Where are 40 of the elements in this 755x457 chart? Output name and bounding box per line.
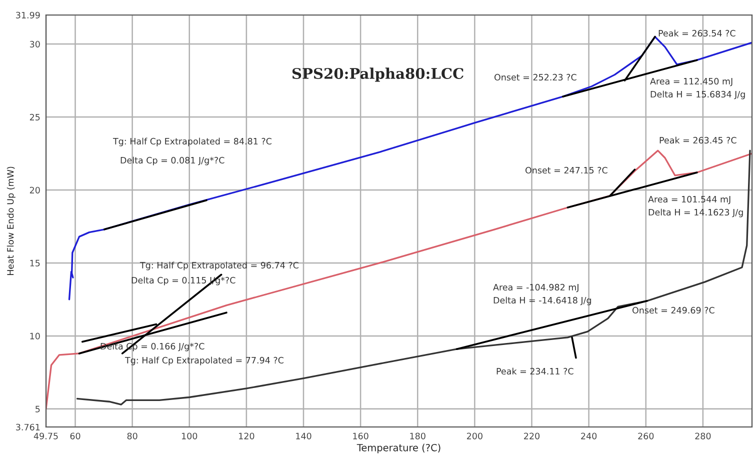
annotation: Area = 112.450 mJ — [650, 78, 732, 86]
y-tick-label: 15 — [30, 260, 40, 266]
x-tick-label: 180 — [410, 432, 426, 440]
x-tick-label: 280 — [695, 432, 711, 440]
y-tick-label: 25 — [30, 114, 40, 120]
y-tick-label: 20 — [30, 186, 40, 194]
text: SPS20:Palpha80:LCC — [292, 68, 464, 82]
annotation: Peak = 263.54 ?C — [658, 30, 736, 37]
annotation: Delta H = 15.6834 J/g — [650, 90, 745, 100]
y-tick-label: 3.761 — [16, 424, 40, 430]
x-tick-label: 100 — [182, 432, 198, 440]
annotation: Delta Cp = 0.081 J/g*?C — [120, 156, 224, 166]
x-tick-label: 260 — [638, 432, 654, 440]
x-tick-label: 200 — [466, 432, 482, 440]
x-tick-label: 120 — [239, 432, 254, 440]
annotation: Peak = 234.11 ?C — [496, 368, 574, 375]
annotation: Delta H = -14.6418 J/g — [494, 296, 592, 306]
x-tick-label: 160 — [353, 432, 368, 440]
y-tick-label: 31.99 — [16, 12, 40, 18]
annotation: Delta H = 14.1623 J/g — [648, 208, 743, 218]
annotation: Onset = 252.23 ?C — [494, 74, 576, 81]
annotation: Area = -104.982 mJ — [493, 284, 578, 292]
annotation: Peak = 263.45 ?C — [660, 136, 736, 144]
y-tick-label: 30 — [30, 40, 40, 48]
annotation: Tg: Half Cp Extrapolated = 84.81 ?C — [112, 138, 272, 146]
x-tick-label: 220 — [524, 432, 540, 440]
y-axis-title: Heat Flow Endo Up (mW) — [6, 166, 16, 276]
x-tick-label: 240 — [581, 432, 597, 440]
y-tick-label: 10 — [30, 332, 40, 340]
x-tick-label: 140 — [296, 432, 312, 440]
annotation: Tg: Half Cp Extrapolated = 77.94 ?C — [124, 356, 284, 366]
x-tick-label: 49.75 — [34, 432, 58, 440]
annotation: Onset = 249.69 ?C — [632, 306, 714, 314]
x-axis-title: Temperature (?C) — [356, 444, 440, 454]
x-tick-label: 60 — [70, 432, 80, 440]
annotation: Tg: Half Cp Extrapolated = 96.74 ?C — [140, 262, 298, 270]
y-tick-label: 5 — [36, 406, 40, 412]
x-tick-label: 80 — [127, 432, 138, 440]
annotation: Area = 101.544 mJ — [648, 196, 730, 204]
annotation: Onset = 247.15 ?C — [525, 166, 608, 174]
